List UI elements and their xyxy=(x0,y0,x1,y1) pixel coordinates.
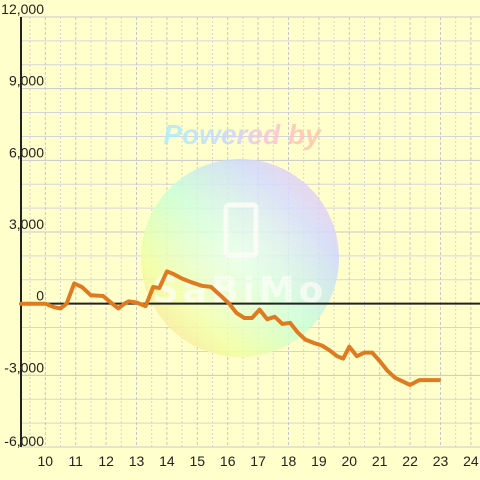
x-tick-label: 11 xyxy=(68,453,83,469)
x-tick-labels: 10 11 12 13 14 15 16 17 18 19 20 21 22 23 24 xyxy=(38,453,479,469)
x-tick-label: 24 xyxy=(463,453,479,469)
x-tick-label: 12 xyxy=(98,453,114,469)
series-layer xyxy=(19,269,441,387)
y-tick-labels: 12,000 9,000 6,000 3,000 0 -3,000 -6,000 xyxy=(1,1,44,449)
series-line xyxy=(19,269,441,387)
x-tick-label: 22 xyxy=(402,453,418,469)
x-tick-label: 14 xyxy=(159,453,175,469)
watermark: Powered by SaBiMo xyxy=(141,119,339,357)
x-tick-label: 13 xyxy=(129,453,145,469)
axes xyxy=(20,17,480,447)
y-tick-label: 6,000 xyxy=(9,144,44,160)
y-tick-label: 3,000 xyxy=(9,216,44,232)
x-tick-label: 17 xyxy=(250,453,266,469)
watermark-phone-icon xyxy=(223,202,259,258)
y-tick-label: 12,000 xyxy=(1,1,44,17)
x-tick-label: 16 xyxy=(220,453,236,469)
x-tick-label: 23 xyxy=(433,453,449,469)
y-tick-label: 0 xyxy=(36,288,44,304)
x-tick-label: 10 xyxy=(38,453,54,469)
y-tick-label: 9,000 xyxy=(9,73,44,89)
y-tick-label: -3,000 xyxy=(4,359,44,375)
watermark-glow xyxy=(141,159,339,357)
x-tick-label: 19 xyxy=(311,453,327,469)
x-tick-label: 18 xyxy=(281,453,297,469)
x-tick-label: 15 xyxy=(190,453,206,469)
watermark-text: Powered by xyxy=(163,119,322,150)
x-tick-label: 20 xyxy=(342,453,358,469)
y-tick-label: -6,000 xyxy=(4,433,44,449)
x-tick-label: 21 xyxy=(372,453,388,469)
